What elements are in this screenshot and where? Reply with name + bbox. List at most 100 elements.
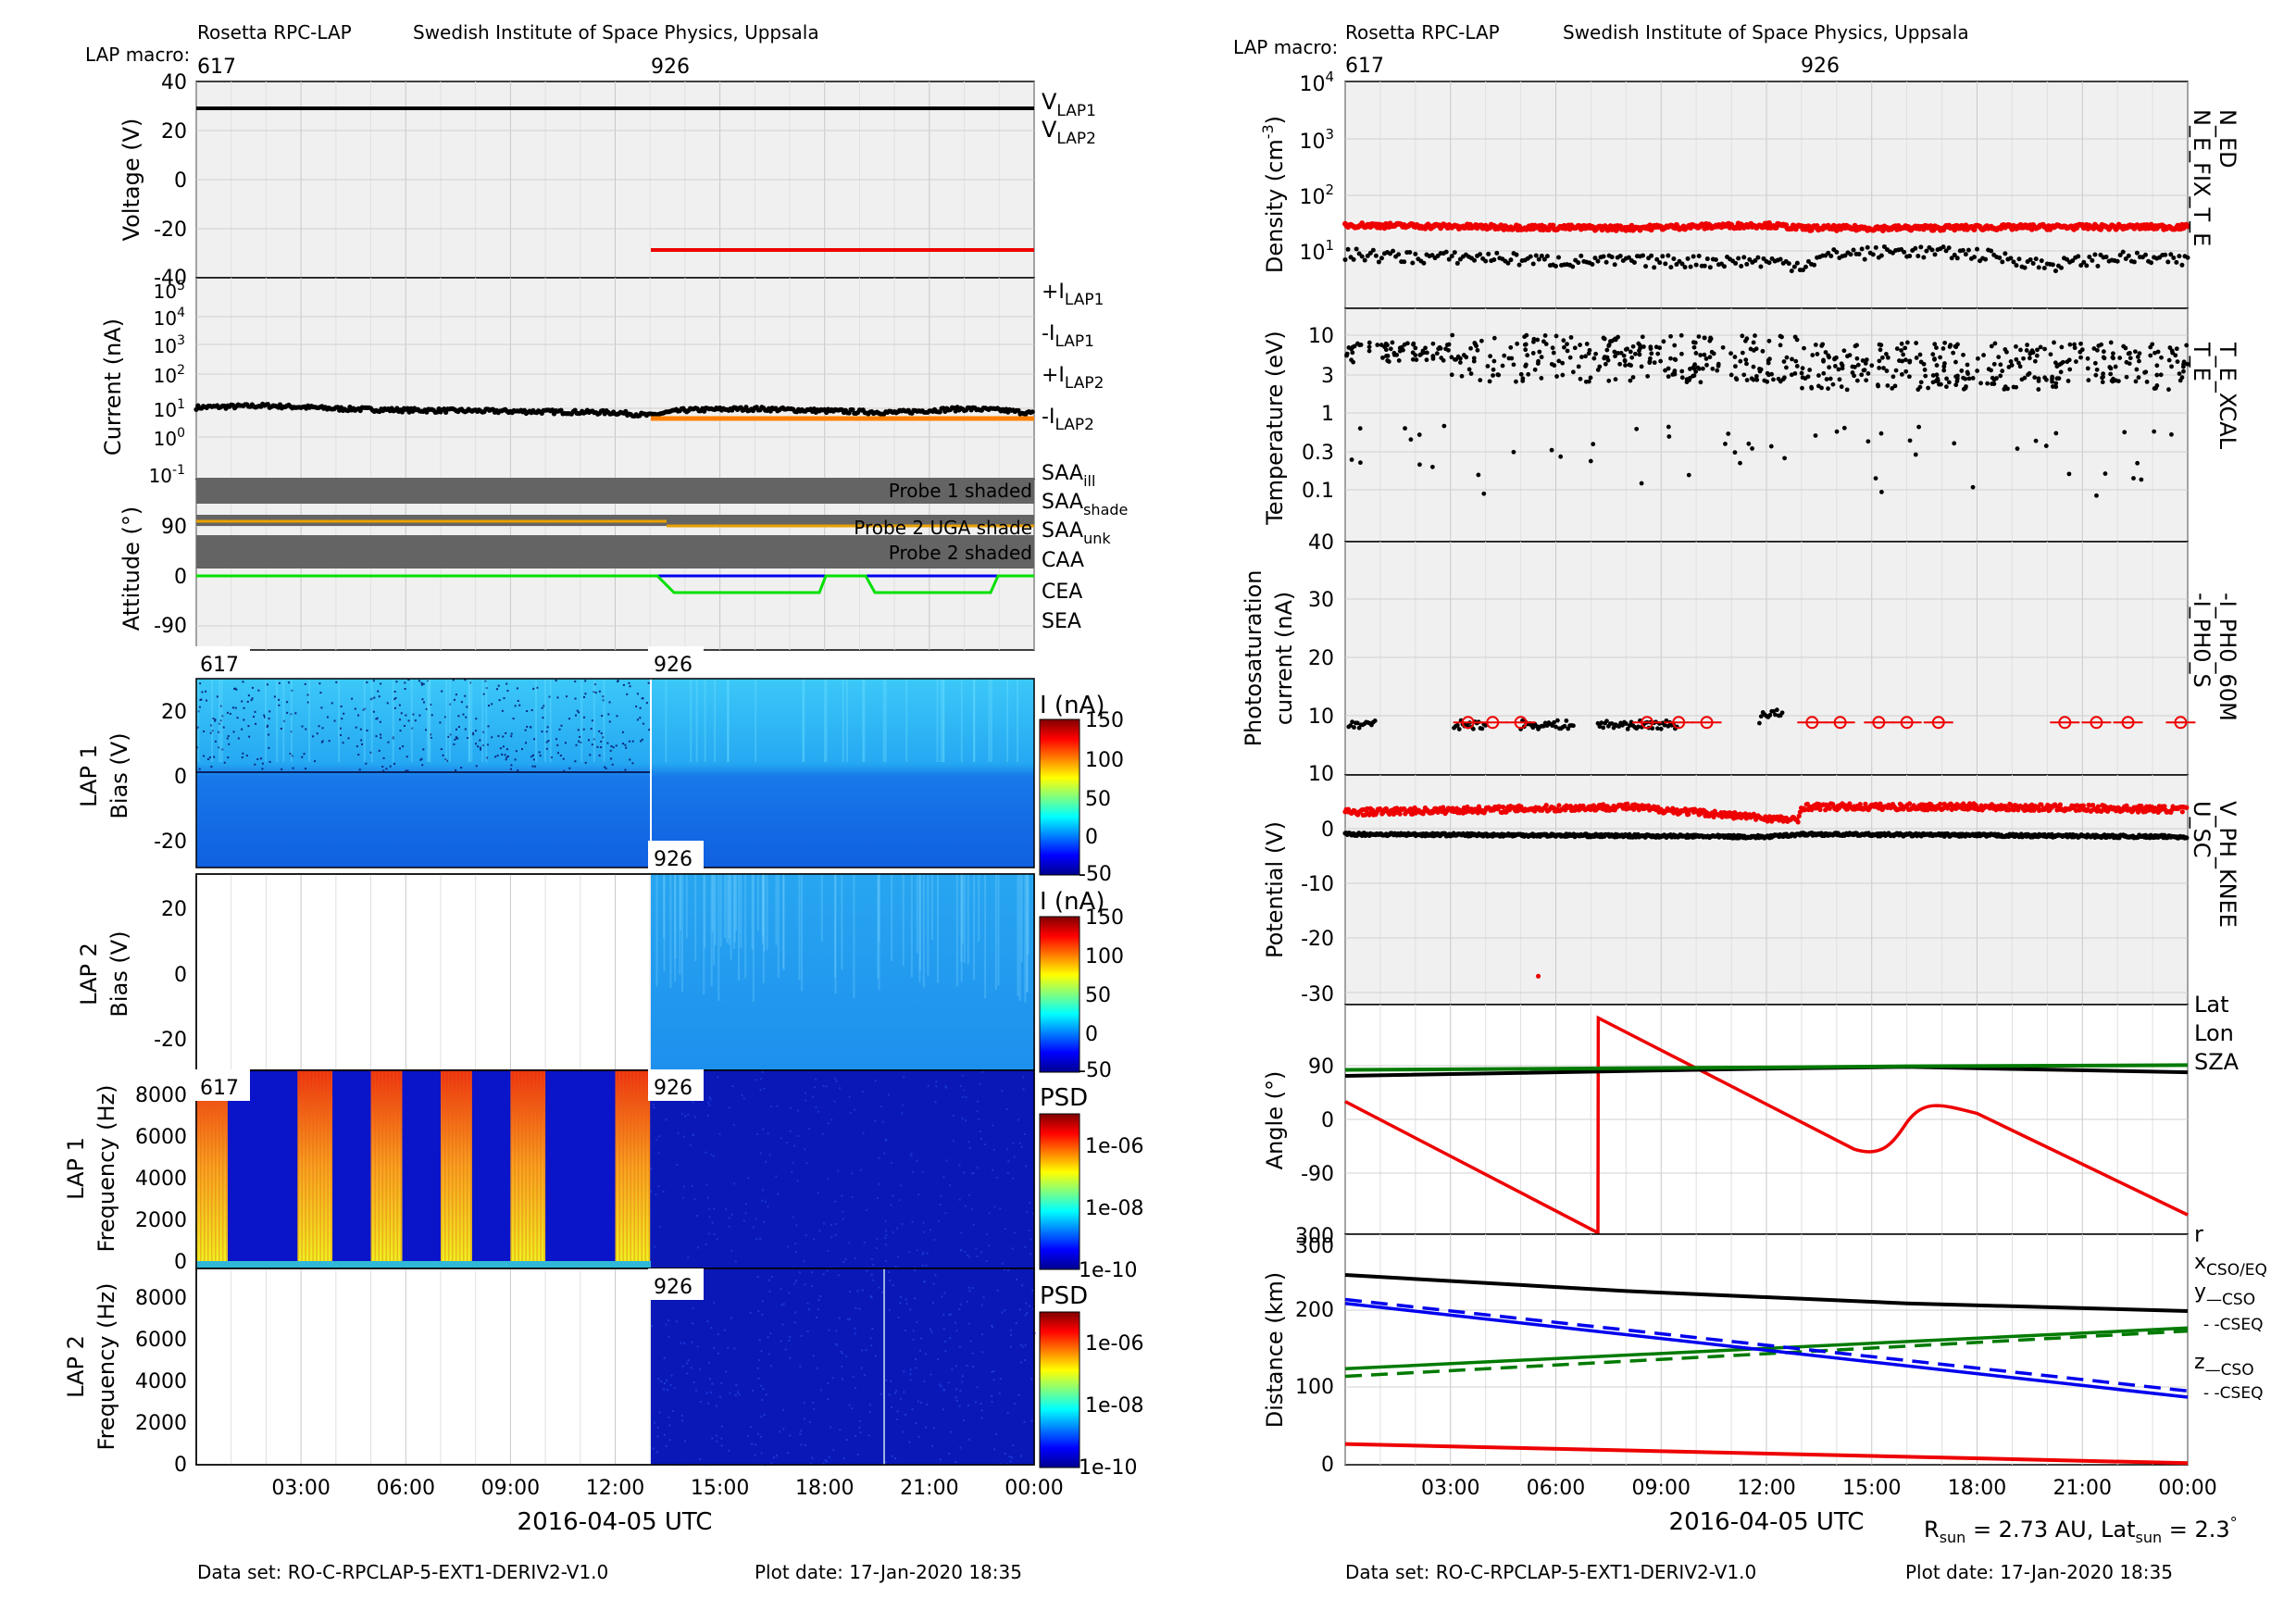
noise [961,1074,964,1077]
te-point [1744,361,1749,367]
noise [905,1330,907,1332]
speck [481,744,484,747]
cea-line [196,574,1034,594]
noise [917,1400,919,1403]
te-point [1522,334,1528,340]
noise [769,1332,772,1335]
noise [1026,1211,1029,1214]
te-point [1771,377,1776,382]
nefix-point [2092,252,2098,257]
te-point [1732,355,1738,359]
speck [242,752,244,755]
te-point [2034,353,2040,358]
te-point [1554,333,1559,339]
te-point [1525,353,1530,358]
speck [447,735,450,738]
noise [737,1391,740,1393]
te-point [1531,339,1536,344]
noise [1022,1076,1025,1079]
noise [803,1418,805,1420]
speck [598,730,601,732]
speck [545,747,548,750]
te-point [1892,383,1898,389]
cbar3-1e8: 1e-08 [1085,1197,1143,1220]
noise [991,1400,993,1403]
speck [556,696,559,699]
speck [331,702,333,705]
ytick-20: 20 [161,120,187,144]
nefix-point [2053,269,2058,274]
noise [762,1128,765,1131]
speck [591,743,593,746]
speck [454,738,456,741]
speck [556,743,559,746]
band-stripe [381,1070,384,1261]
nefix-point [1494,250,1500,256]
streak [803,679,805,762]
iphs-point [1662,722,1667,728]
speck [505,758,507,761]
nefix-point [1603,259,1609,265]
current-point [1029,409,1035,415]
streak [761,874,764,943]
speck [594,692,597,694]
te-point [1666,374,1671,380]
streak [878,874,880,943]
te-point [1672,369,1678,375]
iphs-point [1758,714,1764,719]
streak [1017,679,1019,762]
noise [1030,1419,1033,1422]
te-point [1691,344,1697,350]
noise [824,1459,827,1462]
streak [694,874,697,962]
streak [663,874,666,938]
noise [803,1260,805,1263]
noise [838,1317,841,1319]
iphs-point [1771,708,1776,714]
legend-te: T_E [2189,342,2215,381]
noise [967,1322,970,1325]
te-point [1751,364,1756,369]
speck [430,704,432,706]
speck [616,715,618,718]
speck [631,740,634,743]
noise [874,1079,877,1081]
te-point [1565,348,1570,354]
speck [505,756,508,759]
streak [290,679,293,762]
noise [1025,1165,1028,1168]
streak [984,874,987,998]
speck [316,732,318,735]
noise [881,1120,884,1123]
speck [533,738,536,741]
speck [210,724,213,727]
cbar4-label: PSD [1040,1282,1088,1310]
speck [533,765,536,768]
noise [827,1250,830,1253]
vph-point [1625,801,1630,806]
nefix-point [1965,247,1971,253]
te-point [1873,476,1878,481]
noise [779,1430,781,1433]
nefix-point [1345,246,1351,252]
vph-point [2184,805,2190,810]
te-point [1429,464,1435,469]
noise [998,1392,1001,1394]
noise [924,1426,927,1429]
noise [1019,1455,1022,1457]
nefix-point [1929,247,1935,253]
speck [199,682,202,685]
band-stripe [536,1070,538,1261]
te-point [1926,385,1931,391]
te-point [1649,351,1654,356]
noise [985,1259,988,1262]
nefix-point [1949,256,1954,261]
te-point [1832,356,1838,361]
noise [870,1296,873,1299]
speck [392,737,394,740]
vph-point [1777,818,1782,823]
streak [973,679,976,762]
te-point [1734,377,1740,382]
te-point [2032,375,2038,381]
noise [799,1432,802,1435]
